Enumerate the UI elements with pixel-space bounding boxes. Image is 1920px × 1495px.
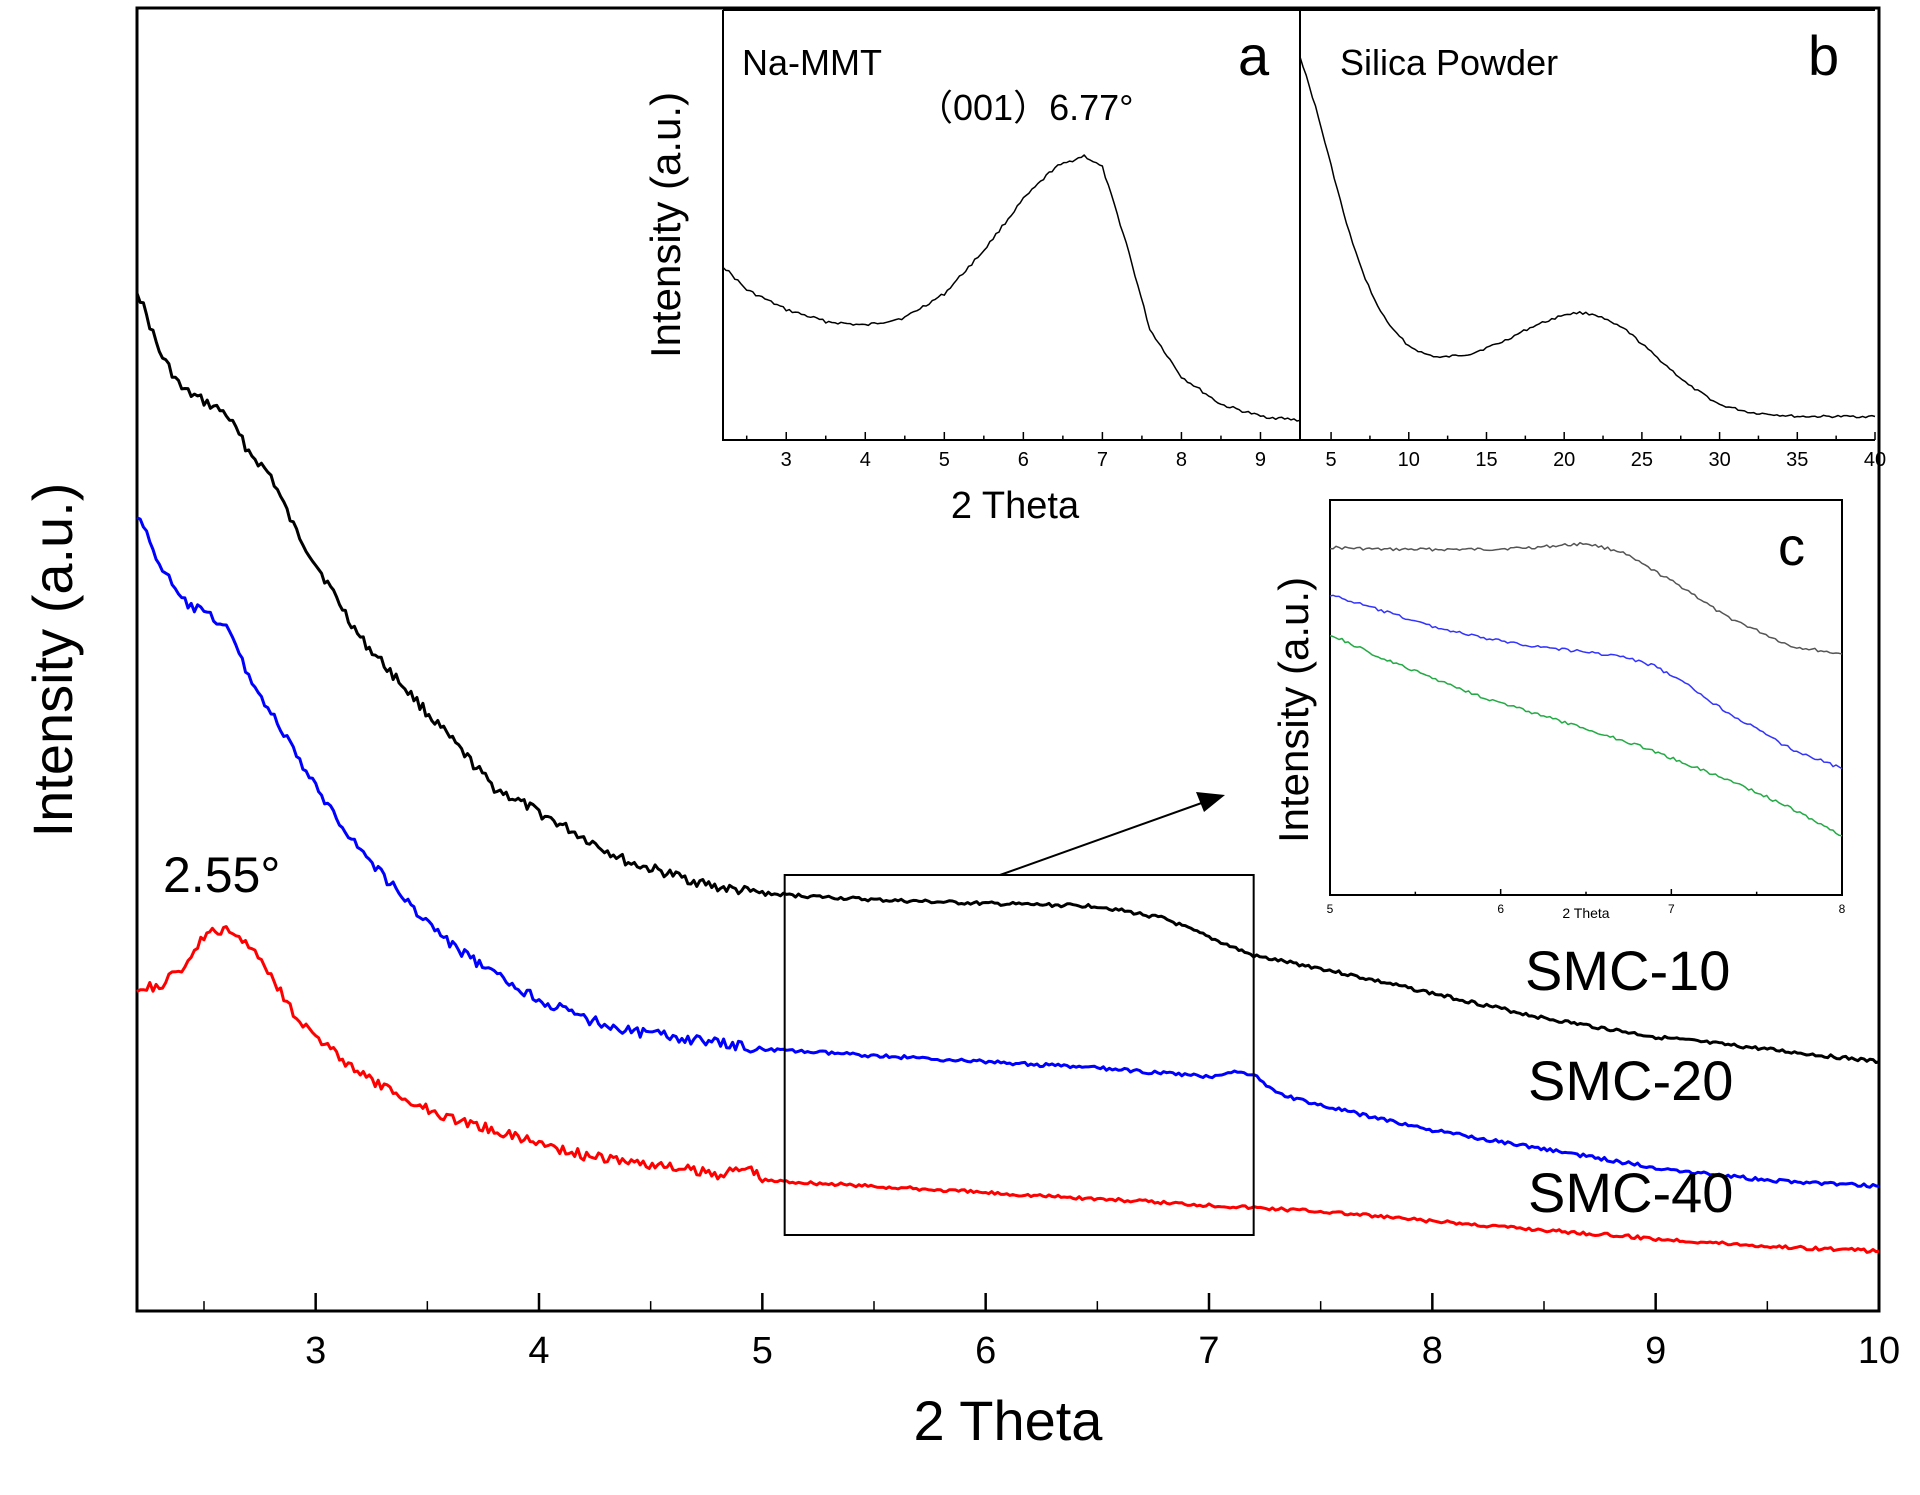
b-series-silica-powder bbox=[1299, 56, 1876, 419]
a-x-tick-label: 8 bbox=[1176, 449, 1187, 471]
zoom-arrowhead-icon bbox=[1196, 792, 1225, 812]
b-x-tick-label: 20 bbox=[1553, 449, 1575, 471]
inset-c-letter: c bbox=[1778, 517, 1805, 577]
zoom-box bbox=[783, 874, 1255, 1236]
main-plot-frame bbox=[135, 6, 1881, 1313]
b-x-tick-label: 25 bbox=[1631, 449, 1653, 471]
inset-a: 3 4 5 6 7 8 9 Na-MMT a （001）6.77° 2 Theta Inte… bbox=[642, 9, 1301, 527]
inset-c-frame bbox=[1329, 499, 1843, 896]
main-series-smc-10 bbox=[135, 292, 1880, 1064]
a-series-na-mmt bbox=[722, 154, 1301, 422]
main-x-tick-label: 3 bbox=[305, 1330, 326, 1372]
inset-c-x-ticks: 5 6 7 8 bbox=[1327, 889, 1846, 916]
inset-a-x-ticks: 3 4 5 6 7 8 9 bbox=[745, 432, 1266, 471]
main-x-tick-label: 5 bbox=[752, 1330, 773, 1372]
inset-b-series bbox=[1299, 56, 1876, 419]
b-x-tick-label: 10 bbox=[1398, 449, 1420, 471]
peak-annotation: 2.55° bbox=[163, 847, 280, 903]
inset-a-peak-label: （001）6.77° bbox=[917, 87, 1134, 128]
main-x-tick-label: 7 bbox=[1198, 1330, 1219, 1372]
main-x-tick-label: 4 bbox=[528, 1330, 549, 1372]
main-series-smc-40 bbox=[136, 925, 1880, 1254]
c-series-smc-40 bbox=[1329, 634, 1843, 837]
inset-a-background bbox=[723, 10, 1300, 440]
main-x-tick-label: 10 bbox=[1858, 1330, 1900, 1372]
inset-b: 5 10 15 20 25 30 35 40 Silica Powder b bbox=[1299, 9, 1886, 471]
a-x-tick-label: 4 bbox=[860, 449, 871, 471]
a-x-tick-label: 9 bbox=[1255, 449, 1266, 471]
b-x-tick-label: 40 bbox=[1864, 449, 1886, 471]
c-series-smc-20 bbox=[1329, 594, 1843, 770]
inset-a-frame bbox=[722, 9, 1300, 441]
c-x-tick-label: 6 bbox=[1497, 902, 1504, 916]
series-label-smc-40: SMC-40 bbox=[1528, 1161, 1733, 1224]
b-x-tick-label: 35 bbox=[1786, 449, 1808, 471]
main-series bbox=[135, 292, 1880, 1254]
b-x-tick-label: 5 bbox=[1326, 449, 1337, 471]
inset-b-frame bbox=[1299, 9, 1875, 441]
c-x-tick-label: 5 bbox=[1327, 902, 1334, 916]
series-label-smc-20: SMC-20 bbox=[1528, 1049, 1733, 1112]
a-x-tick-label: 6 bbox=[1018, 449, 1029, 471]
main-x-axis-label: 2 Theta bbox=[914, 1389, 1104, 1452]
a-x-tick-label: 3 bbox=[781, 449, 792, 471]
main-x-tick-label: 9 bbox=[1645, 1330, 1666, 1372]
a-x-tick-label: 5 bbox=[939, 449, 950, 471]
inset-b-x-ticks: 5 10 15 20 25 30 35 40 bbox=[1326, 432, 1886, 471]
zoom-arrow bbox=[999, 799, 1211, 876]
b-x-tick-label: 30 bbox=[1708, 449, 1730, 471]
main-series-smc-20 bbox=[136, 516, 1880, 1189]
inset-a-series bbox=[722, 154, 1301, 422]
inset-a-letter: a bbox=[1238, 24, 1270, 87]
inset-b-title: Silica Powder bbox=[1340, 42, 1558, 83]
main-y-axis-label: Intensity (a.u.) bbox=[21, 483, 84, 838]
inset-a-x-axis-label: 2 Theta bbox=[951, 485, 1080, 527]
inset-b-background bbox=[1300, 10, 1875, 440]
inset-c: 5 6 7 8 c 2 Theta Intensity (a.u.) bbox=[1270, 499, 1846, 921]
c-series-smc-10 bbox=[1329, 541, 1843, 655]
inset-b-letter: b bbox=[1808, 24, 1839, 87]
a-x-tick-label: 7 bbox=[1097, 449, 1108, 471]
b-x-tick-label: 15 bbox=[1475, 449, 1497, 471]
main-chart: 3 4 5 6 7 8 9 10 2.55° SMC-10 SMC-20 SMC-40 2 T… bbox=[21, 6, 1900, 1452]
main-x-tick-label: 6 bbox=[975, 1330, 996, 1372]
inset-c-x-axis-label: 2 Theta bbox=[1562, 905, 1609, 921]
inset-a-y-axis-label: Intensity (a.u.) bbox=[642, 92, 689, 358]
inset-c-series bbox=[1329, 541, 1843, 837]
inset-c-y-axis-label: Intensity (a.u.) bbox=[1270, 577, 1317, 843]
inset-a-title: Na-MMT bbox=[742, 42, 882, 83]
c-x-tick-label: 8 bbox=[1839, 902, 1846, 916]
c-x-tick-label: 7 bbox=[1668, 902, 1675, 916]
series-label-smc-10: SMC-10 bbox=[1525, 939, 1730, 1002]
main-x-ticks: 3 4 5 6 7 8 9 10 bbox=[203, 1293, 1900, 1372]
main-x-tick-label: 8 bbox=[1422, 1330, 1443, 1372]
